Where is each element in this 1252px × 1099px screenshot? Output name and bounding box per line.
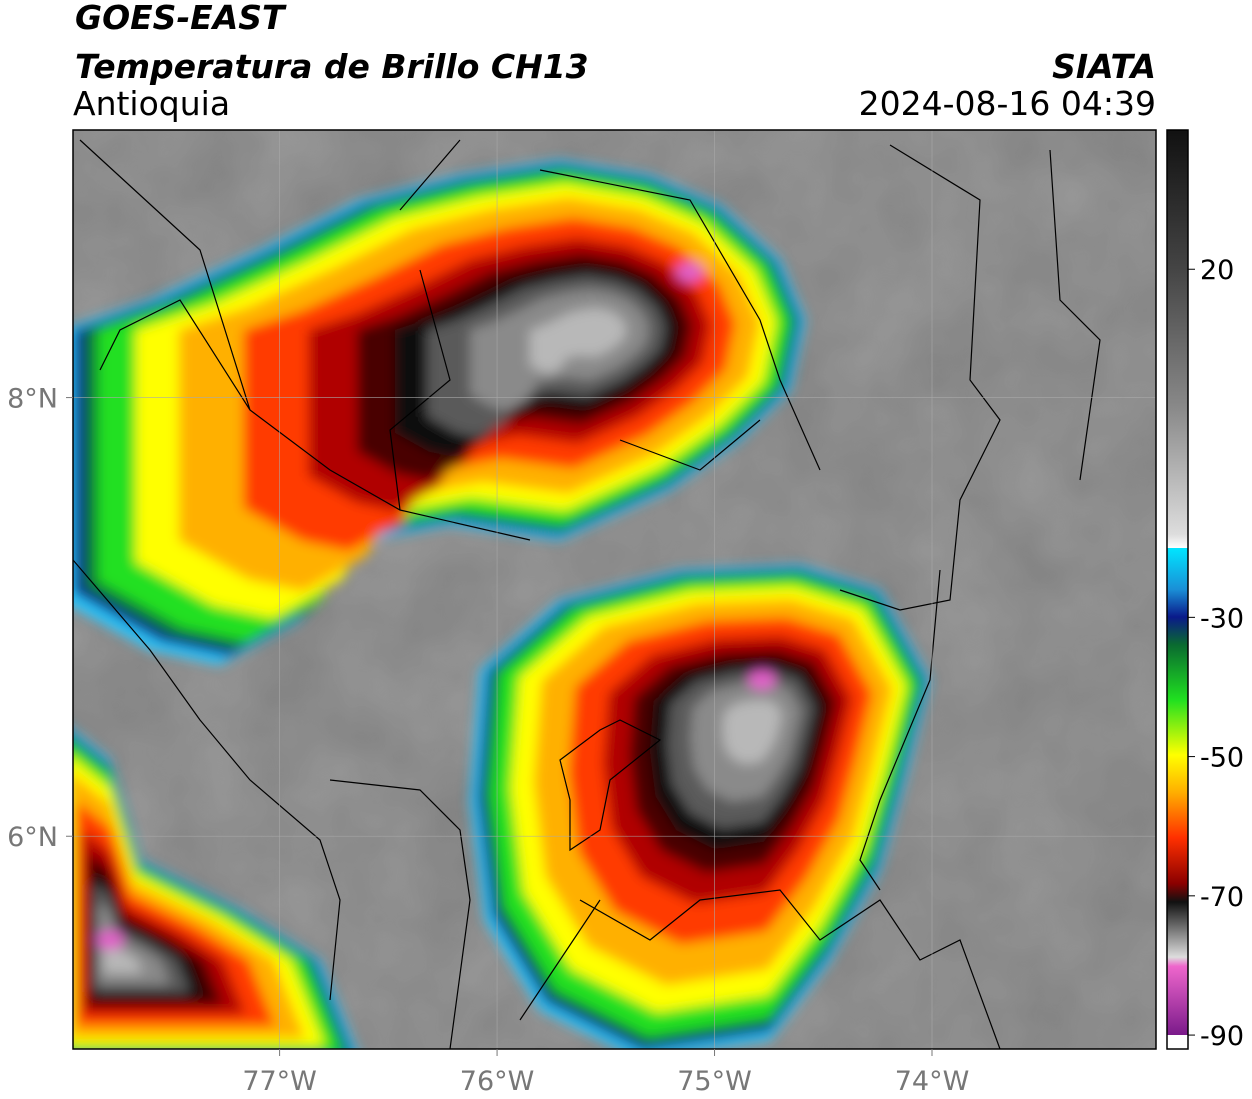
cloud-layer <box>529 307 627 374</box>
cold-top <box>676 262 704 282</box>
y-tick-label: 6°N <box>7 822 58 853</box>
colorbar-tick-label: -90 <box>1200 1021 1244 1052</box>
x-tick-label: 76°W <box>460 1066 535 1097</box>
grid <box>73 130 1156 1049</box>
x-tick-label: 74°W <box>895 1066 970 1097</box>
colorbar <box>1166 129 1189 1050</box>
cloud-layer <box>103 928 143 973</box>
borders <box>73 139 1101 1049</box>
satellite-image <box>73 130 1156 1049</box>
subtitle: Temperatura de Brillo CH13 <box>75 47 589 86</box>
x-tick-label: 77°W <box>242 1066 317 1097</box>
colorbar-tick-label: -70 <box>1200 882 1244 913</box>
y-tick-label: 8°N <box>7 384 58 415</box>
title: GOES-EAST <box>75 0 287 37</box>
cold-top <box>748 670 776 690</box>
map-frame <box>72 129 1157 1050</box>
colorbar-tick-label: 20 <box>1200 255 1234 286</box>
datetime: 2024-08-16 04:39 <box>859 84 1156 123</box>
region: Antioquia <box>73 84 230 123</box>
cloud-layer <box>722 699 783 765</box>
cold-top <box>96 930 124 950</box>
source: SIATA <box>1052 47 1156 86</box>
x-tick-label: 75°W <box>677 1066 752 1097</box>
colorbar-tick-label: -50 <box>1200 743 1244 774</box>
colorbar-tick-label: -30 <box>1200 603 1244 634</box>
